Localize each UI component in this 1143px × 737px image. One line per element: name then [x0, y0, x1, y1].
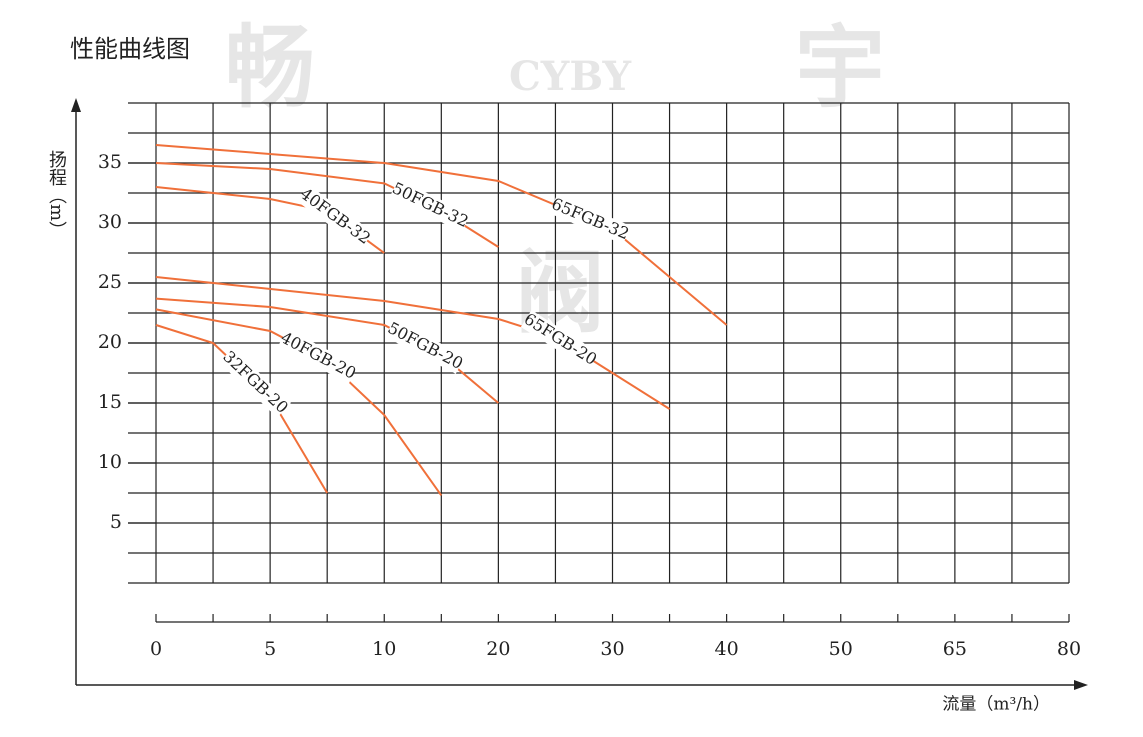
y-axis-title: 扬程（m） [46, 150, 67, 239]
label-bg [384, 318, 466, 374]
label-bg [520, 310, 600, 370]
curve-label: 50FGB-20 [384, 318, 466, 374]
x-axis-title: 流量（m³/h） [942, 695, 1050, 715]
x-arrow [1074, 680, 1088, 690]
curve [155, 297, 500, 404]
x-tick-label: 5 [264, 638, 276, 660]
series-name: 65FGB-32 [549, 194, 632, 243]
x-tick-label: 30 [600, 638, 624, 660]
y-tick-label: 30 [98, 211, 122, 233]
x-tick-label: 20 [486, 638, 510, 660]
x-tick-label: 40 [715, 638, 739, 660]
curve-label: 65FGB-32 [549, 194, 632, 245]
y-tick-label: 5 [110, 511, 122, 533]
watermark: CYBY [509, 53, 631, 100]
x-tick-label: 50 [829, 638, 853, 660]
y-tick-label: 35 [98, 151, 122, 173]
y-tick-label: 15 [98, 391, 122, 413]
curve-label: 40FGB-20 [277, 328, 359, 384]
label-bg [277, 328, 359, 384]
curve-label: 32FGB-20 [219, 347, 292, 418]
x-tick-label: 80 [1057, 638, 1081, 660]
y-tick-label: 25 [98, 271, 122, 293]
curve-label: 50FGB-32 [389, 178, 472, 232]
label-bg [549, 194, 631, 245]
x-tick-label: 65 [943, 638, 967, 660]
series-name: 32FGB-20 [219, 347, 292, 417]
series-name: 40FGB-20 [278, 328, 359, 383]
series-name: 50FGB-20 [385, 318, 466, 373]
y-tick-label: 10 [98, 451, 122, 473]
chart-title: 性能曲线图 [70, 35, 190, 63]
x-tick-label: 0 [150, 638, 162, 660]
curve-label: 40FGB-32 [296, 184, 374, 249]
label-bg [219, 347, 291, 418]
x-tick-label: 10 [372, 638, 396, 660]
label-bg [389, 179, 471, 232]
y-arrow [71, 98, 81, 112]
y-tick-label: 20 [98, 331, 122, 353]
label-bg [296, 184, 374, 249]
watermark: 宇 [795, 15, 885, 121]
